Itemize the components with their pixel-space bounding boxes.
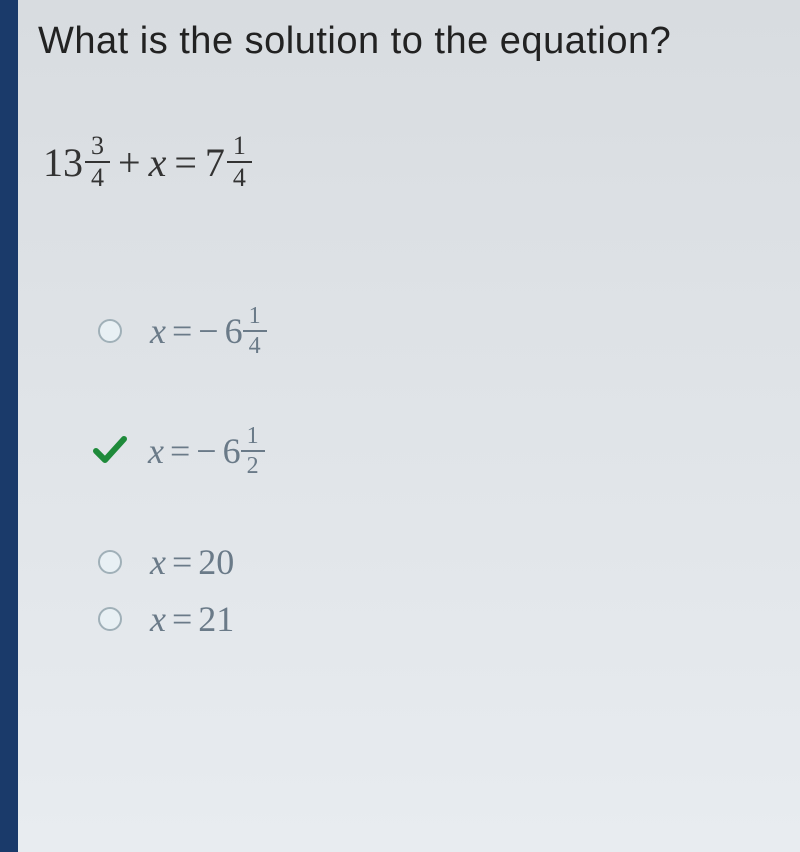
checkmark-icon xyxy=(92,433,128,469)
answer-option-correct[interactable]: x = − 6 1 2 xyxy=(98,421,770,481)
answer-expression: x = − 6 1 4 xyxy=(150,304,267,358)
question-text: What is the solution to the equation? xyxy=(38,20,770,63)
variable-x: x xyxy=(149,139,167,186)
plus-operator: + xyxy=(118,139,141,186)
equals-sign: = xyxy=(174,139,197,186)
equation-right-mixed: 7 1 4 xyxy=(205,133,252,191)
answer-options: x = − 6 1 4 x = − xyxy=(98,301,770,640)
radio-unselected-icon xyxy=(98,319,122,343)
equation: 13 3 4 + x = 7 1 4 xyxy=(43,133,770,191)
answer-expression: x = 20 xyxy=(150,541,234,583)
quiz-content: What is the solution to the equation? 13… xyxy=(18,0,800,685)
answer-option[interactable]: x = 21 xyxy=(98,598,770,640)
answer-option[interactable]: x = 20 xyxy=(98,541,770,583)
radio-unselected-icon xyxy=(98,550,122,574)
fraction: 3 4 xyxy=(85,133,110,191)
radio-unselected-icon xyxy=(98,607,122,631)
answer-expression: x = − 6 1 2 xyxy=(148,424,265,478)
answer-expression: x = 21 xyxy=(150,598,234,640)
fraction: 1 4 xyxy=(227,133,252,191)
equation-left-mixed: 13 3 4 xyxy=(43,133,110,191)
answer-option[interactable]: x = − 6 1 4 xyxy=(98,301,770,361)
